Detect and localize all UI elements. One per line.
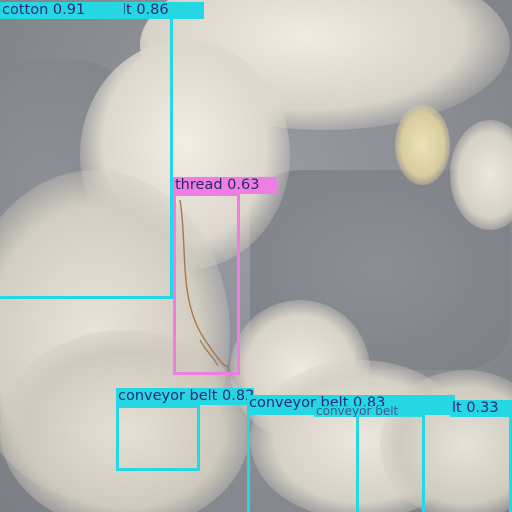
lt-bbox-right — [422, 412, 512, 512]
conveyor-belt-bbox-1 — [116, 405, 200, 471]
cotton-label: cotton 0.91 — [0, 2, 126, 19]
cotton-bbox — [0, 14, 173, 299]
thread-fiber — [179, 199, 229, 369]
thread-label: thread 0.63 — [173, 177, 277, 194]
lt-label-right: lt 0.33 — [450, 400, 512, 417]
lt-label-top: lt 0.86 — [124, 2, 204, 19]
cotton-clump-bottom-left — [0, 330, 250, 512]
conveyor-belt-label-3: conveyor belt — [314, 406, 424, 417]
cotton-tuft-yellowish — [395, 105, 450, 185]
cotton-tuft-right — [450, 120, 512, 230]
cotton-clump-bottom-right — [380, 370, 512, 512]
conveyor-belt-label-1: conveyor belt 0.82 — [116, 388, 254, 405]
thread-bbox — [173, 193, 240, 375]
